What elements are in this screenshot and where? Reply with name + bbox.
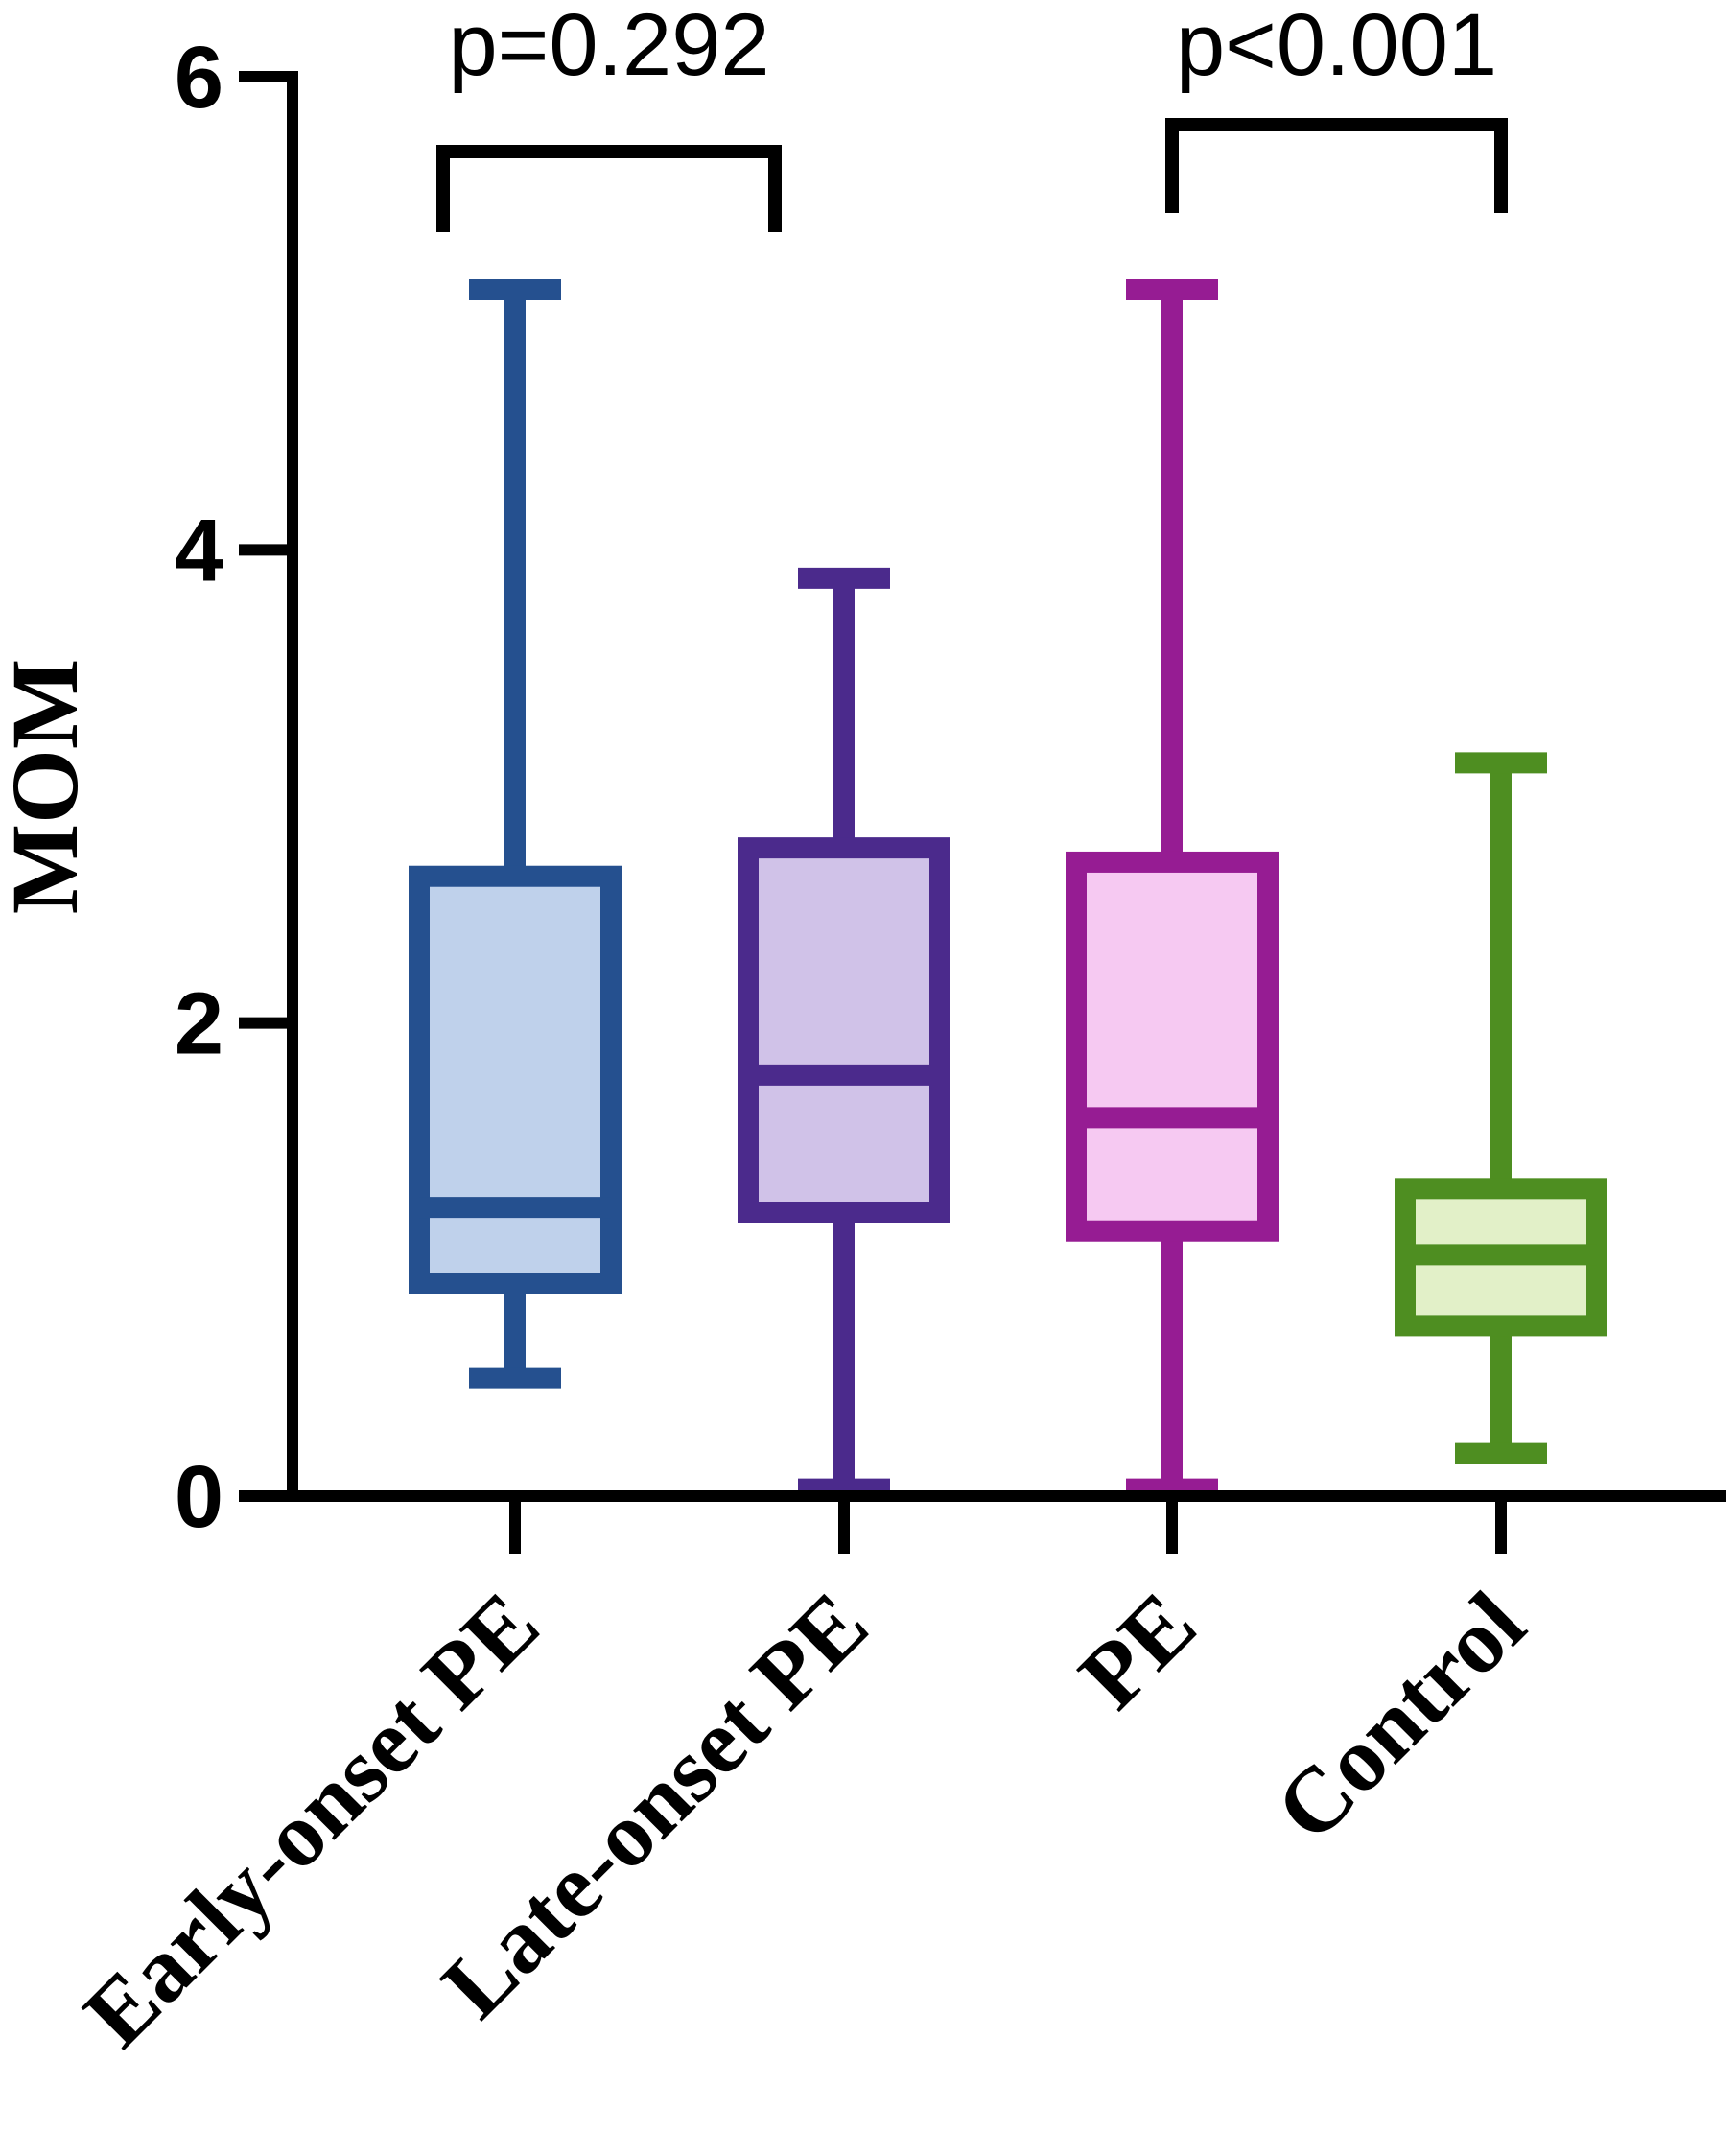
bracket-line bbox=[1165, 118, 1508, 213]
iqr-box bbox=[1066, 851, 1279, 1242]
x-tick-label: Control bbox=[1255, 1572, 1544, 1861]
iqr-box bbox=[409, 865, 622, 1294]
p-value-label: p=0.292 bbox=[448, 0, 769, 94]
significance-bracket: p=0.292 bbox=[436, 0, 782, 232]
iqr-box bbox=[738, 837, 950, 1224]
chart-marks: p=0.292 p<0.001 bbox=[409, 0, 1607, 1500]
bracket-line bbox=[436, 145, 782, 232]
box-control bbox=[1395, 752, 1607, 1464]
y-tick-label: 2 bbox=[175, 975, 223, 1073]
y-axis-title: MOM bbox=[0, 659, 98, 915]
y-tick-label: 0 bbox=[175, 1448, 223, 1546]
y-tick-label: 6 bbox=[175, 29, 223, 127]
x-tick-label: PE bbox=[1059, 1572, 1214, 1727]
box-pe bbox=[1066, 279, 1279, 1500]
box-early-onset-pe bbox=[409, 279, 622, 1389]
box-late-onset-pe bbox=[738, 567, 950, 1500]
p-value-label: p<0.001 bbox=[1176, 0, 1497, 94]
y-tick-label: 4 bbox=[175, 502, 223, 599]
significance-bracket: p<0.001 bbox=[1165, 0, 1508, 213]
